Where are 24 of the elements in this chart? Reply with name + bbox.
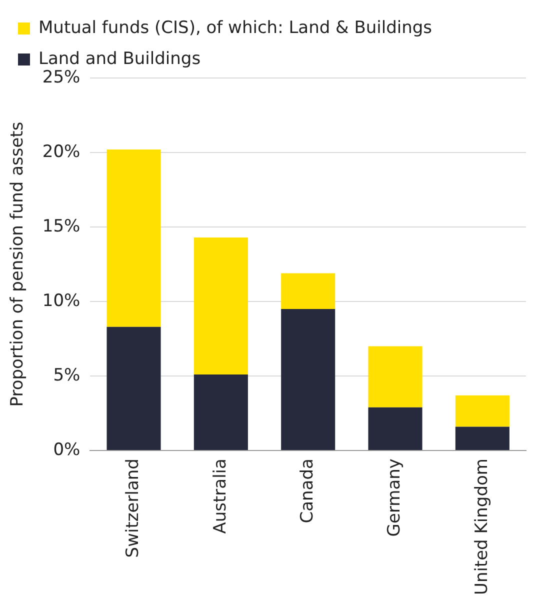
- bar: [281, 273, 336, 309]
- x-tick-label: Switzerland: [123, 458, 144, 558]
- x-tick-label: United Kingdom: [472, 458, 492, 596]
- bar: [368, 346, 422, 408]
- x-tick-label: Canada: [298, 458, 318, 524]
- x-tick-label: Australia: [210, 458, 230, 534]
- legend-label: Land and Buildings: [38, 48, 201, 69]
- bar: [281, 308, 336, 450]
- bar: [106, 150, 161, 327]
- y-tick-label: 5%: [53, 365, 80, 386]
- y-tick-label: 15%: [42, 216, 80, 236]
- legend-label: Mutual funds (CIS), of which: Land & Buildings: [38, 18, 432, 38]
- bar: [194, 374, 248, 450]
- y-axis-title: Proportion of pension fund assets: [8, 122, 28, 407]
- x-tick-label: Germany: [384, 458, 405, 537]
- bar: [455, 426, 510, 450]
- y-tick-label: 0%: [53, 440, 80, 460]
- bar: [106, 326, 161, 450]
- bar: [455, 395, 510, 427]
- y-tick-label: 20%: [42, 142, 80, 162]
- y-tick-label: 10%: [42, 290, 80, 311]
- bar: [368, 407, 422, 450]
- bar: [194, 237, 248, 375]
- y-tick-label: 25%: [42, 67, 80, 88]
